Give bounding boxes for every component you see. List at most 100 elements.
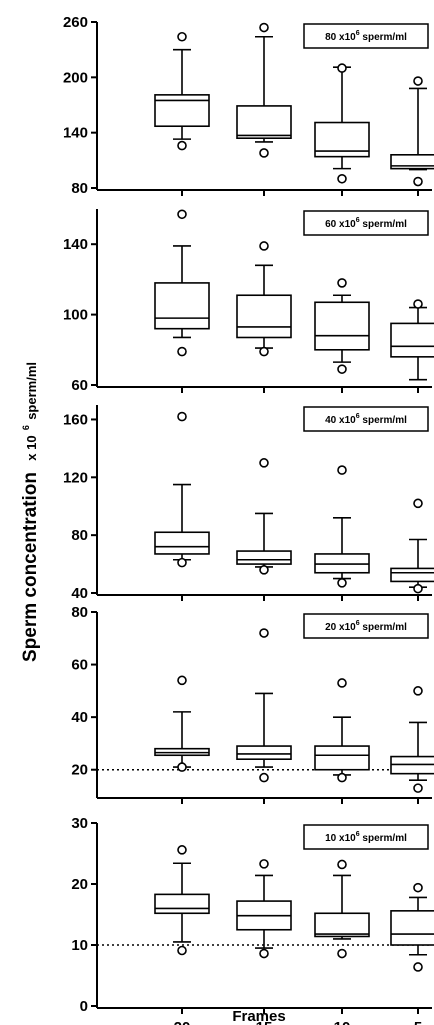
legend-label-suffix: sperm/ml <box>360 622 407 633</box>
legend-label: 10 x106 sperm/ml <box>325 831 407 844</box>
box-iqr <box>390 910 434 946</box>
outlier-point <box>259 565 269 575</box>
box-group <box>154 845 210 956</box>
box-iqr <box>154 94 210 128</box>
outlier-point <box>337 465 347 475</box>
legend-label-suffix: sperm/ml <box>360 415 407 426</box>
x-tick-label: 10 <box>334 1019 351 1025</box>
chart-panel: 20 40 60 80 20 x106 sperm/ml <box>71 604 434 804</box>
y-axis-label-unit: x 10 <box>24 435 39 460</box>
legend-label-prefix: 40 x10 <box>325 415 356 426</box>
box-group <box>314 278 370 374</box>
y-axis-label-exponent: 6 <box>21 425 31 430</box>
legend-label-suffix: sperm/ml <box>360 219 407 230</box>
legend-label: 20 x106 sperm/ml <box>325 620 407 633</box>
y-tick-label: 100 <box>63 307 88 324</box>
chart-panel: 40 80 120 160 40 x106 sperm/ml <box>63 405 434 602</box>
box-group <box>314 678 370 783</box>
y-axis-label-suffix: sperm/ml <box>24 362 39 420</box>
box-group <box>390 882 434 972</box>
outlier-point <box>337 278 347 288</box>
legend-label-suffix: sperm/ml <box>360 833 407 844</box>
legend-box <box>303 613 429 639</box>
outlier-point <box>177 140 187 151</box>
legend-label-prefix: 20 x10 <box>325 622 356 633</box>
outlier-point <box>413 299 423 309</box>
legend-label-prefix: 80 x10 <box>325 32 356 43</box>
legend-label-prefix: 10 x10 <box>325 833 356 844</box>
y-tick-label: 20 <box>71 762 88 779</box>
legend-label-exponent: 6 <box>356 413 360 420</box>
y-tick-label: 30 <box>71 815 88 832</box>
legend-label-exponent: 6 <box>356 831 360 838</box>
outlier-point <box>337 859 347 870</box>
box-group <box>236 859 292 959</box>
outlier-point <box>337 578 347 588</box>
box-group <box>154 209 210 357</box>
y-tick-label: 120 <box>63 469 88 486</box>
legend-label: 80 x106 sperm/ml <box>325 30 407 43</box>
box-group <box>390 498 434 594</box>
outlier-point <box>177 31 187 42</box>
box-iqr <box>236 294 292 339</box>
y-tick-label: 140 <box>63 125 88 142</box>
x-tick-label: 5 <box>414 1019 422 1025</box>
outlier-point <box>259 772 269 783</box>
outlier-point <box>177 945 187 956</box>
box-group <box>154 411 210 568</box>
outlier-point <box>413 783 423 793</box>
outlier-point <box>413 176 423 187</box>
outlier-point <box>177 209 187 220</box>
box-group <box>154 31 210 151</box>
y-tick-label: 80 <box>71 527 88 544</box>
box-iqr <box>154 282 210 330</box>
box-iqr <box>154 531 210 555</box>
outlier-point <box>259 948 269 959</box>
box-iqr <box>236 105 292 140</box>
legend-box <box>303 210 429 236</box>
legend-box <box>303 406 429 432</box>
box-group <box>236 628 292 783</box>
outlier-point <box>337 772 347 783</box>
y-tick-label: 60 <box>71 377 88 394</box>
outlier-point <box>413 76 423 86</box>
box-iqr <box>314 301 370 351</box>
outlier-point <box>413 498 423 509</box>
box-iqr <box>236 745 292 760</box>
y-tick-label: 140 <box>63 236 88 253</box>
outlier-point <box>177 411 187 422</box>
outlier-point <box>413 882 423 893</box>
chart-panel: 0 10 20 30 20 15 10 5 10 x106 sperm/ml <box>71 815 434 1025</box>
outlier-point <box>413 686 423 696</box>
outlier-point <box>177 557 187 568</box>
legend-label-exponent: 6 <box>356 620 360 627</box>
outlier-point <box>259 859 269 869</box>
outlier-point <box>259 628 269 638</box>
box-group <box>390 76 434 187</box>
y-tick-label: 200 <box>63 69 88 86</box>
box-iqr <box>390 322 434 358</box>
box-group <box>314 63 370 184</box>
y-tick-label: 20 <box>71 876 88 893</box>
outlier-point <box>413 962 423 972</box>
outlier-point <box>259 241 269 251</box>
box-group <box>390 686 434 793</box>
y-tick-label: 10 <box>71 937 88 954</box>
legend-label: 60 x106 sperm/ml <box>325 217 407 230</box>
box-iqr <box>236 550 292 565</box>
x-axis-label: Frames <box>232 1008 285 1025</box>
box-iqr <box>390 567 434 583</box>
y-tick-label: 40 <box>71 709 88 726</box>
box-group <box>236 22 292 158</box>
x-tick-label: 20 <box>174 1019 191 1025</box>
outlier-point <box>177 845 187 855</box>
outlier-point <box>259 148 269 158</box>
legend-box <box>303 824 429 850</box>
y-tick-label: 40 <box>71 585 88 602</box>
y-axis-label-main: Sperm concentration <box>20 472 41 662</box>
legend-box <box>303 23 429 49</box>
legend-label-prefix: 60 x10 <box>325 219 356 230</box>
box-iqr <box>314 912 370 938</box>
legend-label: 40 x106 sperm/ml <box>325 413 407 426</box>
